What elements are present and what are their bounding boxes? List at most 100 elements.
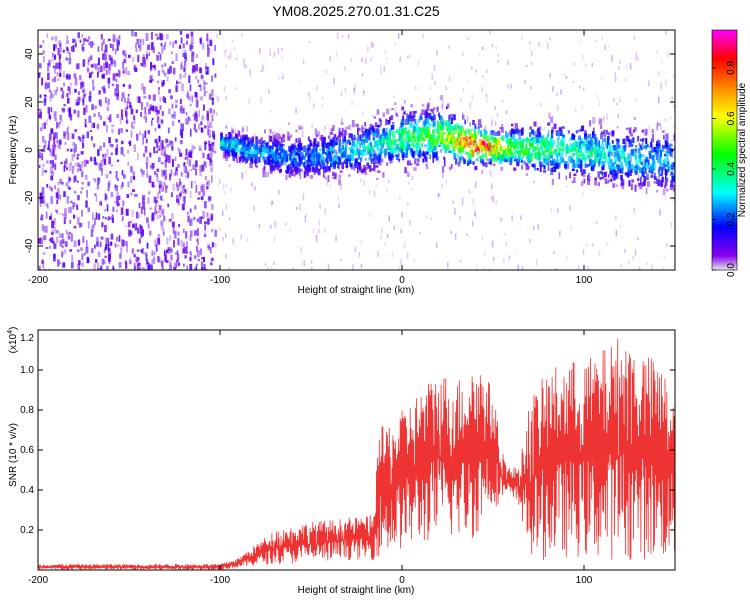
- faint-speck: [319, 204, 321, 209]
- noise-speck: [142, 247, 145, 255]
- signal-speck: [551, 178, 554, 186]
- noise-speck: [53, 44, 56, 52]
- signal-speck: [601, 164, 605, 171]
- noise-speck: [38, 72, 41, 75]
- colorbar-gradient: [711, 29, 738, 271]
- noise-speck: [61, 233, 64, 239]
- noise-speck: [66, 132, 70, 141]
- signal-speck: [582, 174, 586, 178]
- noise-speck: [55, 192, 59, 199]
- signal-speck: [546, 155, 549, 161]
- faint-speck: [296, 155, 298, 159]
- noise-speck: [50, 175, 54, 181]
- noise-speck: [91, 225, 94, 232]
- noise-speck: [211, 118, 214, 121]
- signal-speck: [595, 140, 598, 147]
- noise-speck: [78, 260, 81, 265]
- signal-speck: [516, 144, 519, 148]
- noise-speck: [181, 203, 185, 211]
- noise-speck: [138, 266, 141, 270]
- signal-speck: [587, 164, 590, 167]
- signal-speck: [475, 126, 477, 129]
- noise-speck: [79, 168, 82, 171]
- faint-speck: [557, 208, 559, 213]
- faint-speck: [494, 121, 497, 126]
- faint-speck: [419, 232, 421, 235]
- signal-speck: [354, 158, 358, 164]
- noise-speck: [208, 129, 212, 138]
- signal-speck: [661, 148, 665, 153]
- signal-speck: [410, 115, 414, 123]
- signal-speck: [506, 155, 510, 161]
- signal-speck: [604, 178, 608, 184]
- faint-speck: [340, 182, 342, 190]
- noise-speck: [63, 160, 66, 169]
- noise-speck: [57, 47, 60, 56]
- signal-speck: [411, 132, 414, 135]
- signal-speck: [465, 152, 467, 155]
- noise-speck: [79, 164, 82, 171]
- faint-speck: [461, 198, 464, 206]
- signal-speck: [242, 140, 245, 143]
- signal-speck: [282, 134, 285, 139]
- signal-speck: [274, 144, 278, 147]
- noise-speck: [142, 201, 145, 210]
- noise-speck: [175, 167, 178, 172]
- signal-speck: [601, 146, 605, 149]
- noise-speck: [107, 189, 110, 192]
- noise-speck: [79, 222, 83, 228]
- noise-speck: [69, 219, 72, 224]
- signal-speck: [378, 161, 382, 166]
- noise-speck: [140, 101, 143, 105]
- signal-speck: [575, 169, 579, 173]
- noise-speck: [56, 199, 59, 205]
- signal-speck: [658, 171, 660, 179]
- signal-speck: [441, 143, 445, 147]
- signal-speck: [603, 134, 607, 137]
- snr-y-label: SNR (10 * v/v): [8, 423, 19, 487]
- signal-speck: [491, 151, 494, 155]
- faint-speck: [564, 73, 566, 77]
- signal-speck: [305, 160, 308, 164]
- faint-speck: [665, 243, 668, 247]
- signal-speck: [262, 172, 266, 178]
- noise-speck: [74, 175, 77, 182]
- noise-speck: [191, 144, 194, 153]
- snr-multiplier-exponent: 4: [7, 330, 14, 334]
- signal-speck: [474, 143, 477, 149]
- signal-speck: [398, 126, 401, 132]
- faint-speck: [497, 53, 499, 57]
- noise-speck: [205, 176, 207, 181]
- noise-speck: [46, 119, 48, 125]
- noise-speck: [149, 80, 153, 83]
- faint-speck: [285, 136, 287, 139]
- faint-speck: [540, 102, 542, 107]
- signal-speck: [547, 153, 550, 160]
- faint-speck: [340, 91, 343, 97]
- noise-speck: [73, 148, 76, 153]
- signal-speck: [330, 128, 333, 135]
- signal-speck: [529, 155, 533, 162]
- spectrogram-x-ticks: -200 -100 0 100: [28, 30, 593, 286]
- noise-speck: [48, 89, 51, 93]
- signal-speck: [439, 148, 442, 153]
- signal-speck: [339, 148, 343, 152]
- noise-speck: [108, 54, 111, 61]
- faint-speck: [471, 220, 474, 227]
- noise-speck: [180, 172, 183, 177]
- signal-speck: [457, 129, 460, 133]
- signal-speck: [263, 140, 266, 145]
- signal-speck: [481, 169, 483, 175]
- faint-speck: [547, 43, 549, 50]
- snr-y-ticks: 0.20.40.60.81.01.2: [20, 329, 675, 536]
- noise-speck: [112, 206, 115, 212]
- signal-speck: [347, 139, 351, 144]
- noise-speck: [41, 168, 44, 176]
- signal-speck: [513, 167, 517, 171]
- noise-speck: [54, 36, 58, 42]
- signal-speck: [617, 164, 620, 171]
- signal-speck: [653, 176, 657, 180]
- noise-speck: [183, 162, 186, 167]
- signal-speck: [606, 148, 610, 154]
- signal-speck: [383, 137, 385, 144]
